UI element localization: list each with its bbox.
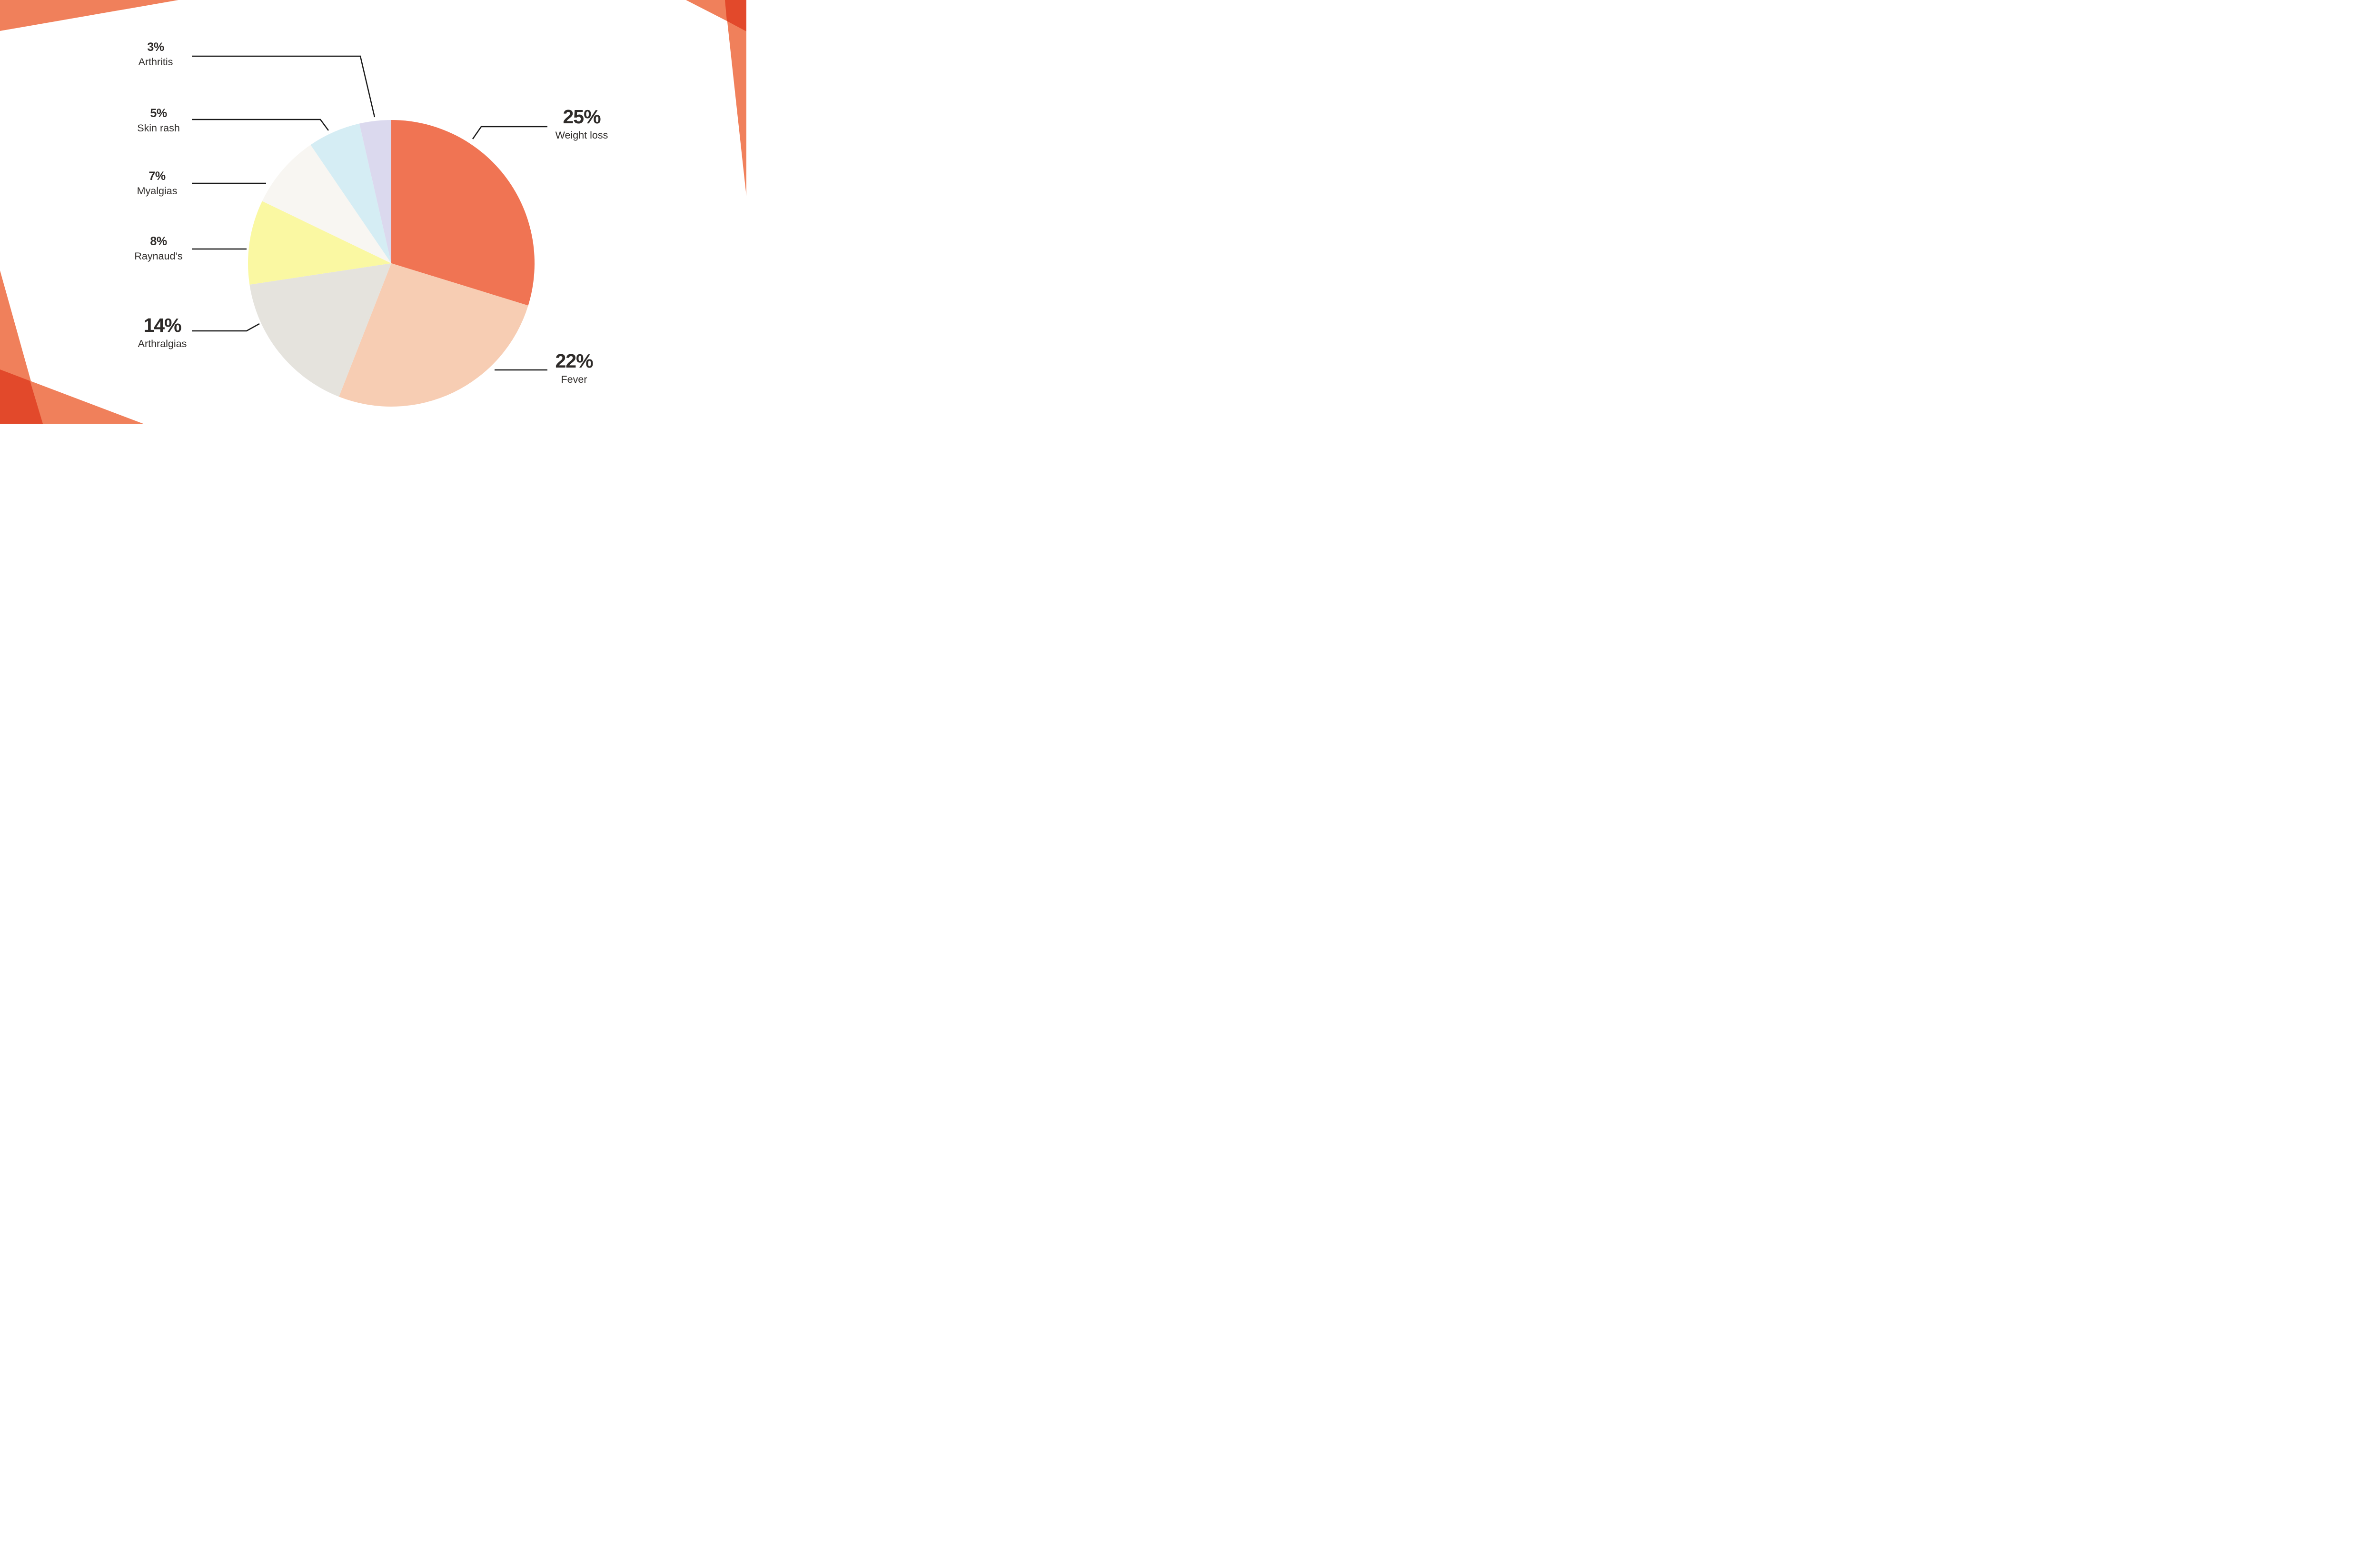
corner-decoration-top-left (0, 0, 178, 31)
pie-slice-myalgias (262, 145, 391, 263)
infographic-slide: 25% Weight loss 22% Fever 14% Arthralgia… (0, 0, 746, 424)
pie-slice-raynaud-s (248, 201, 391, 285)
corner-band-icon (725, 0, 746, 196)
corner-overlap-icon (0, 369, 43, 424)
leader-line-skin-rash (192, 119, 329, 131)
corner-decoration-bottom-left (0, 270, 143, 424)
pie-slice-arthritis (359, 120, 391, 263)
pie-chart-canvas (0, 0, 746, 424)
pie-slice-fever (339, 263, 528, 407)
pie (248, 120, 535, 407)
corner-overlap-icon (725, 0, 746, 31)
leader-line-arthralgias (192, 323, 260, 332)
leader-line-arthritis (192, 55, 376, 118)
leader-lines (192, 55, 547, 371)
pie-slice-arthralgias (249, 263, 391, 397)
pie-slice-weight-loss (391, 120, 535, 306)
corner-decoration-top-right (686, 0, 746, 196)
corner-triangle-icon (0, 0, 178, 31)
leader-line-weight-loss (472, 126, 547, 139)
pie-slice-skin-rash (310, 123, 391, 263)
